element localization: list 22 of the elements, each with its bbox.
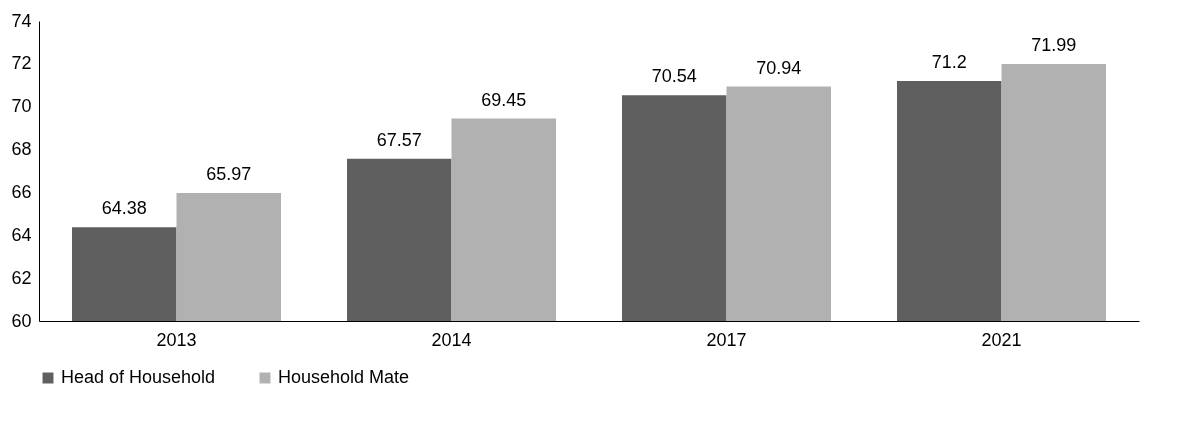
x-tick-label: 2017 <box>706 329 747 350</box>
y-tick-label: 72 <box>11 53 32 74</box>
y-tick-label: 64 <box>11 224 32 245</box>
x-tick-label: 2013 <box>156 329 197 350</box>
x-tick-label: 2014 <box>431 329 472 350</box>
legend-label: Household Mate <box>278 367 410 387</box>
data-label: 70.54 <box>651 66 697 87</box>
y-tick-label: 68 <box>11 139 32 160</box>
y-tick-label: 60 <box>11 310 32 331</box>
data-label: 64.38 <box>101 198 147 219</box>
data-label: 65.97 <box>206 164 252 185</box>
data-label: 67.57 <box>376 129 422 150</box>
data-label: 69.45 <box>481 89 527 110</box>
x-tick-label: 2021 <box>981 329 1022 350</box>
y-tick-label: 66 <box>11 181 32 202</box>
y-tick-label: 74 <box>11 10 32 31</box>
data-label: 71.99 <box>1031 35 1077 56</box>
y-tick-label: 62 <box>11 267 32 288</box>
data-label: 70.94 <box>756 57 802 78</box>
y-tick-label: 70 <box>11 96 32 117</box>
legend-label: Head of Household <box>61 367 216 387</box>
data-label: 71.2 <box>931 52 967 72</box>
